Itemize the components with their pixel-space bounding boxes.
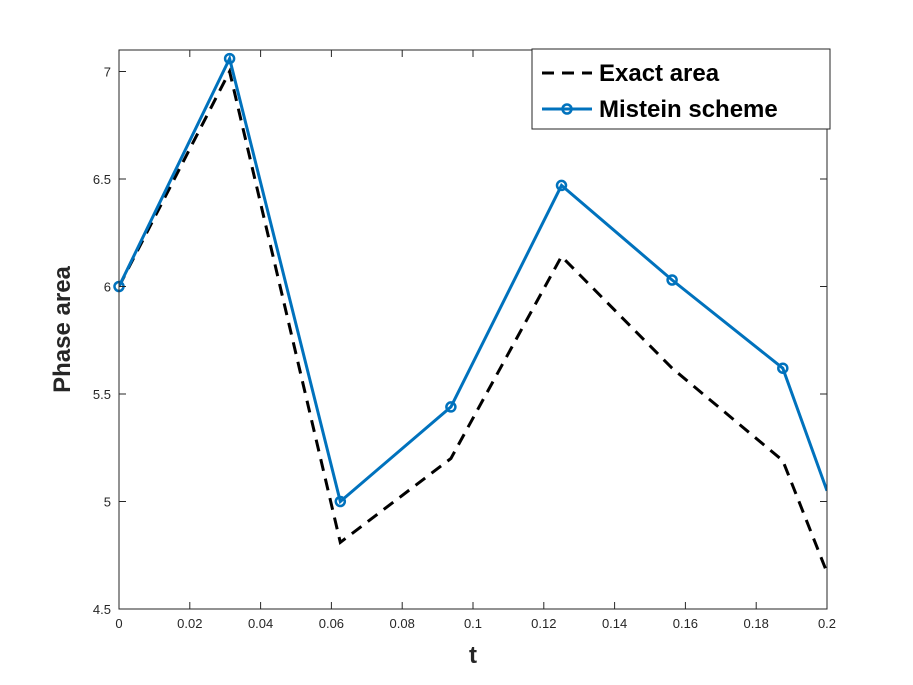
- series-line-1: [119, 67, 827, 574]
- data-point: [555, 179, 568, 192]
- y-tick-label: 5.5: [93, 387, 111, 402]
- y-tick-label: 6.5: [93, 172, 111, 187]
- data-point: [445, 401, 457, 413]
- x-tick-label: 0.16: [673, 616, 698, 631]
- y-tick-label: 6: [104, 280, 111, 295]
- x-tick-label: 0.04: [248, 616, 273, 631]
- x-tick-label: 0.02: [177, 616, 202, 631]
- y-tick-label: 7: [104, 65, 111, 80]
- y-tick-label: 5: [104, 495, 111, 510]
- legend-box: [531, 48, 831, 130]
- data-point: [666, 274, 678, 286]
- data-point: [777, 362, 789, 374]
- x-tick-label: 0.12: [531, 616, 556, 631]
- x-tick-label: 0.08: [390, 616, 415, 631]
- data-point: [223, 52, 236, 65]
- legend-label-1: Exact area: [599, 60, 720, 87]
- x-axis-label: t: [469, 642, 477, 669]
- axes: 0 0.02 0.04 0.06 0.08 0.1 0.12 0.14 0.16 0.18 0.2 4…: [93, 49, 836, 631]
- legend: Exact area Mistein scheme: [531, 48, 831, 130]
- x-tick-label: 0.1: [464, 616, 482, 631]
- x-tick-label: 0.2: [818, 616, 836, 631]
- legend-label-2: Mistein scheme: [599, 96, 778, 123]
- series-line-2: [119, 54, 827, 505]
- legend-marker: [561, 103, 573, 115]
- x-tick-label: 0: [115, 616, 122, 631]
- y-tick-label: 4.5: [93, 602, 111, 617]
- y-axis-label: Phase area: [49, 265, 76, 392]
- x-tick-label: 0.06: [319, 616, 344, 631]
- x-tick-label: 0.18: [744, 616, 769, 631]
- x-tick-label: 0.14: [602, 616, 627, 631]
- data-point: [334, 495, 347, 508]
